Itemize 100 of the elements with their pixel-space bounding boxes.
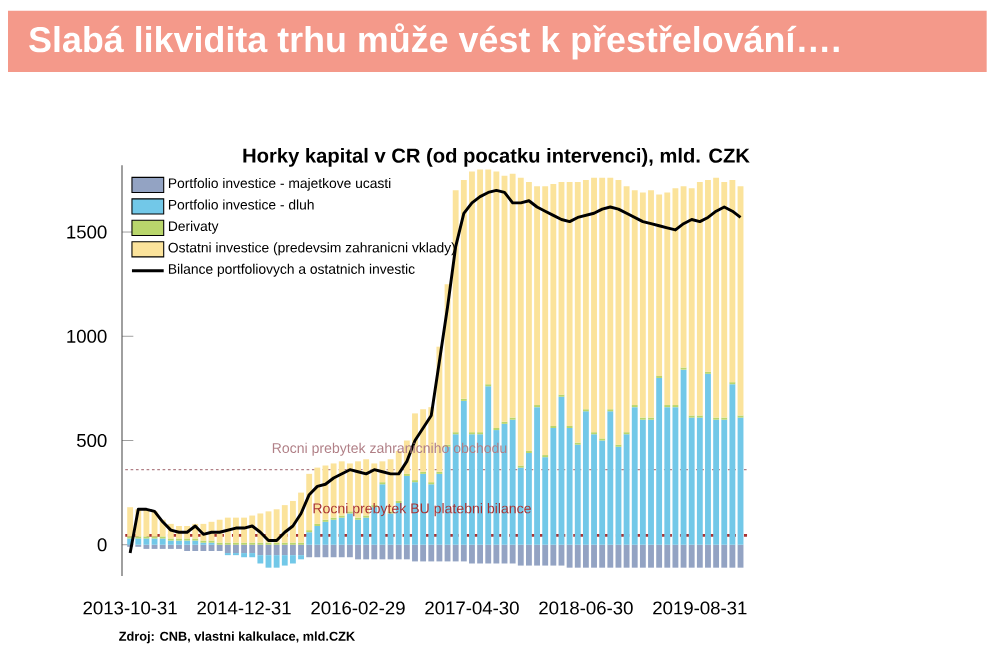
bar — [517, 544, 524, 566]
bar — [428, 544, 435, 562]
bar — [656, 377, 663, 545]
bar — [582, 411, 589, 545]
bar — [159, 538, 166, 545]
bar — [591, 177, 597, 433]
x-tick-label: 2018-06-30 — [539, 601, 633, 615]
bar — [607, 411, 614, 545]
bar — [257, 544, 264, 556]
bar — [696, 182, 703, 416]
bar — [705, 373, 711, 545]
bar — [330, 544, 337, 558]
bar — [338, 517, 345, 545]
bar — [306, 532, 313, 545]
bar — [420, 544, 427, 562]
bar — [346, 463, 353, 512]
bar — [648, 190, 654, 418]
bar — [582, 544, 589, 568]
bar — [607, 544, 614, 568]
bar — [566, 544, 573, 568]
bar — [143, 538, 150, 545]
bar — [550, 544, 557, 566]
bar — [371, 544, 378, 560]
bar — [721, 544, 728, 568]
bar — [542, 186, 549, 456]
bar — [534, 407, 540, 545]
bar — [241, 544, 248, 554]
bar — [664, 544, 671, 568]
bar — [477, 169, 484, 433]
x-tick-label: 2019-08-31 — [653, 601, 747, 615]
bar — [672, 544, 679, 568]
bar — [306, 544, 313, 558]
bar — [363, 544, 370, 560]
bar — [184, 544, 191, 551]
bar — [135, 538, 142, 545]
bar — [330, 519, 337, 545]
y-tick-label: 0 — [97, 538, 107, 552]
bar — [721, 182, 728, 418]
bar — [485, 544, 492, 564]
bar — [127, 507, 134, 537]
bar — [216, 544, 223, 551]
bar — [314, 525, 321, 545]
bar — [403, 544, 410, 560]
bar — [273, 555, 280, 568]
x-tick-label: 2016-02-29 — [311, 601, 405, 615]
bar — [346, 544, 353, 558]
x-tick-label: 2017-04-30 — [425, 601, 519, 615]
bar — [542, 544, 549, 566]
bar — [403, 475, 410, 545]
chart-subtitle: Horky kapital v CR (od pocatku intervenci), mld. CZK — [243, 147, 750, 167]
y-tick-label: 1500 — [67, 225, 107, 239]
x-tick-label: 2013-10-31 — [83, 601, 177, 615]
bar — [648, 544, 654, 568]
bar — [534, 544, 540, 566]
bar — [517, 177, 524, 466]
bar — [672, 188, 679, 406]
bar — [623, 544, 630, 568]
bar — [298, 544, 304, 556]
bar — [729, 384, 736, 545]
y-tick-label: 1000 — [67, 329, 107, 343]
bar — [233, 544, 239, 554]
bar — [705, 544, 711, 568]
bar — [696, 544, 703, 568]
bar — [688, 544, 695, 568]
bar — [639, 544, 646, 568]
bar — [224, 544, 231, 554]
bar — [200, 544, 207, 551]
bar — [151, 538, 158, 545]
bar — [249, 544, 256, 554]
bar — [493, 544, 500, 564]
bar — [469, 171, 475, 433]
bar — [631, 407, 638, 545]
bar — [289, 544, 296, 556]
bar — [355, 519, 361, 545]
bar — [395, 544, 402, 560]
bar — [688, 188, 695, 416]
bar — [338, 544, 345, 558]
bar — [631, 544, 638, 568]
bar — [460, 544, 467, 562]
bar — [713, 177, 720, 418]
bar — [412, 544, 418, 562]
bar — [273, 544, 280, 556]
bar — [526, 544, 532, 566]
bar — [469, 544, 475, 564]
bar — [192, 544, 199, 551]
bar — [591, 544, 597, 568]
bar — [656, 544, 663, 568]
bar — [436, 544, 443, 562]
bar — [574, 182, 581, 443]
x-tick-label: 2014-12-31 — [197, 601, 291, 615]
bar — [314, 544, 321, 558]
bar — [143, 509, 150, 537]
bar — [452, 544, 459, 562]
bar — [713, 544, 720, 568]
bar — [639, 192, 646, 418]
bar — [477, 544, 484, 564]
y-tick-label: 500 — [77, 433, 107, 448]
bar — [281, 555, 288, 566]
bar — [729, 544, 736, 568]
bar — [599, 177, 606, 439]
